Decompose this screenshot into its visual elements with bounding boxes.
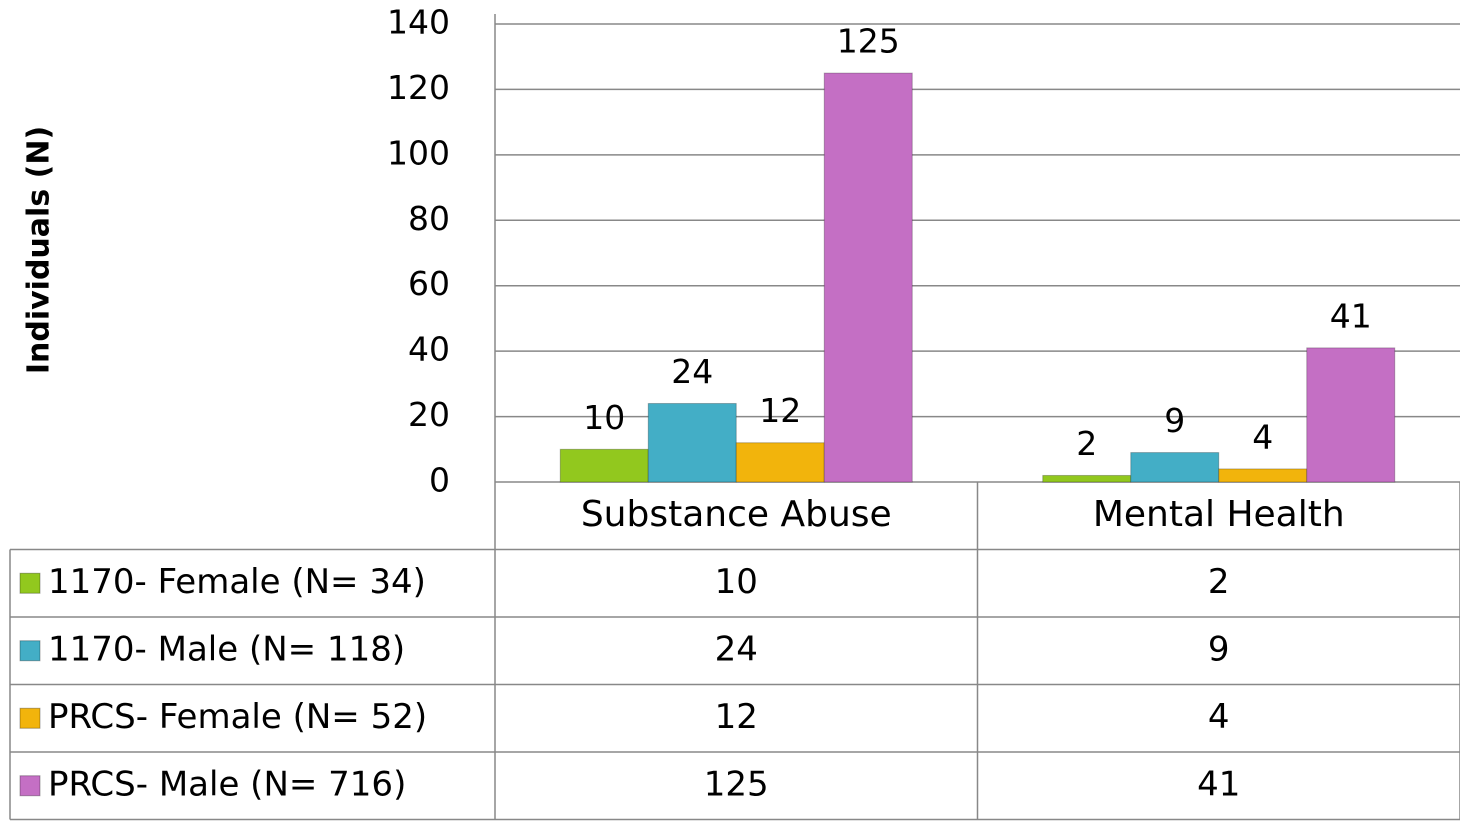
y-tick-label: 80 <box>408 199 450 238</box>
table-cell: 2 <box>1208 562 1230 602</box>
table-cell: 12 <box>715 697 758 737</box>
data-label: 2 <box>1076 424 1097 463</box>
table-cell: 41 <box>1197 764 1240 804</box>
data-label: 9 <box>1164 401 1185 440</box>
table-cell: 10 <box>715 562 758 602</box>
table-cell: 24 <box>715 629 758 669</box>
y-tick-label: 40 <box>408 330 450 369</box>
legend-key <box>19 640 41 662</box>
bar <box>1218 468 1308 483</box>
bar <box>735 442 825 483</box>
table-cell: 9 <box>1208 629 1230 669</box>
bar <box>1306 347 1396 483</box>
y-tick-label: 100 <box>387 133 450 172</box>
legend-key <box>19 707 41 729</box>
data-label: 12 <box>759 391 801 430</box>
bar <box>1042 474 1132 483</box>
bar <box>823 72 913 483</box>
data-label: 125 <box>837 22 900 61</box>
data-label: 24 <box>671 352 713 391</box>
data-label: 41 <box>1330 296 1372 335</box>
table-cell: 4 <box>1208 697 1230 737</box>
y-tick-label: 120 <box>387 68 450 107</box>
y-tick-label: 20 <box>408 395 450 434</box>
x-tick-label: Mental Health <box>1093 494 1345 535</box>
data-label: 4 <box>1252 417 1273 456</box>
bar <box>559 448 649 483</box>
x-tick-label: Substance Abuse <box>581 494 892 535</box>
legend-key <box>19 572 41 594</box>
legend-label: PRCS- Female (N= 52) <box>48 697 427 737</box>
legend-label: PRCS- Male (N= 716) <box>48 764 406 804</box>
legend-key <box>19 775 41 797</box>
bar <box>1130 452 1220 483</box>
legend-label: 1170- Female (N= 34) <box>48 562 426 602</box>
y-tick-label: 60 <box>408 264 450 303</box>
bar <box>647 402 737 483</box>
y-axis-title: Individuals (N) <box>22 126 57 374</box>
legend-label: 1170- Male (N= 118) <box>48 629 405 669</box>
table-cell: 125 <box>704 764 769 804</box>
y-tick-label: 140 <box>387 3 450 42</box>
data-label: 10 <box>583 398 625 437</box>
y-tick-label: 0 <box>429 461 450 500</box>
